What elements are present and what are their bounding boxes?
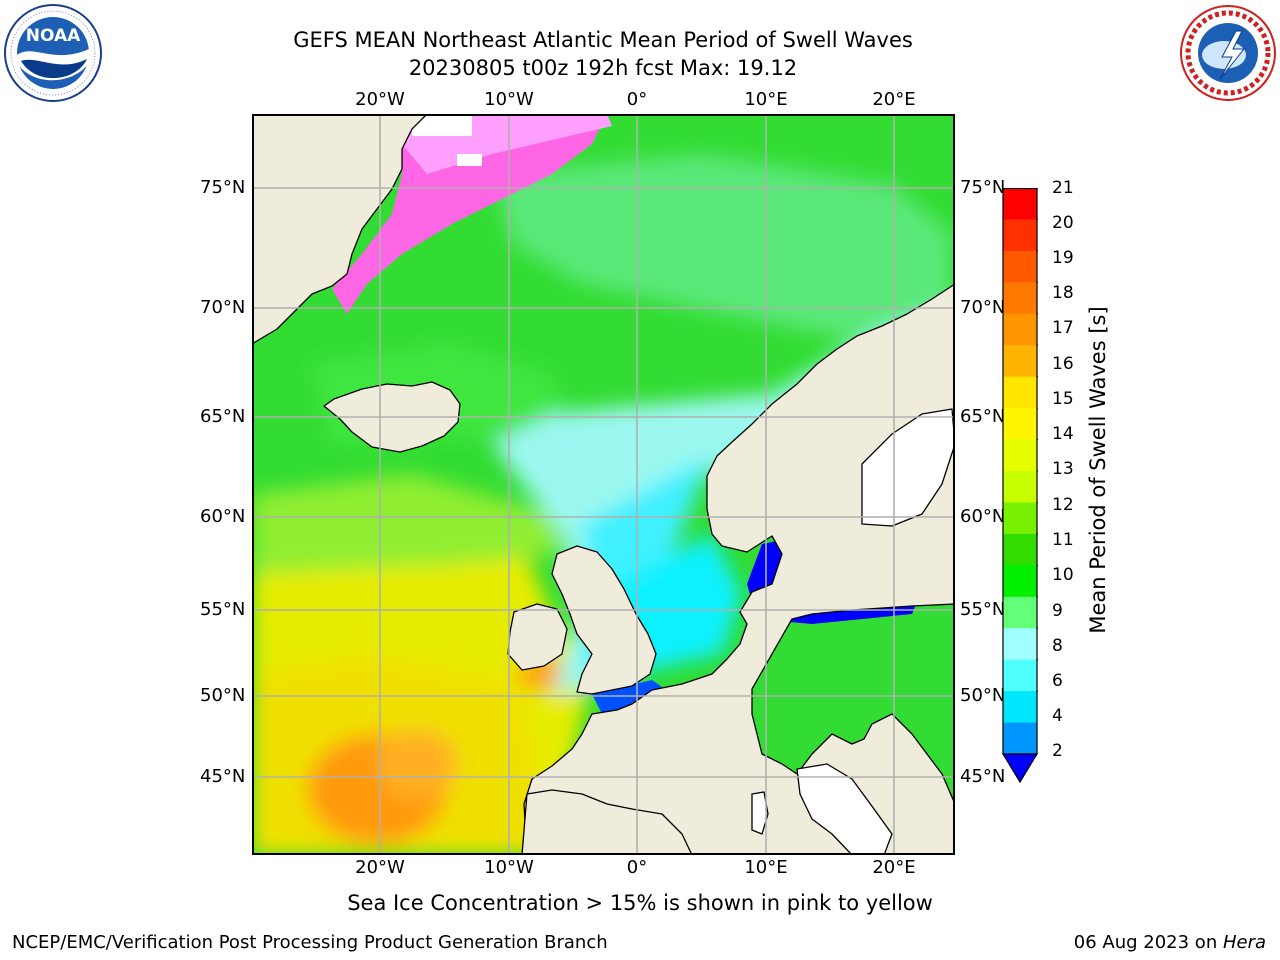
map-frame xyxy=(252,114,955,855)
colorbar-swatch xyxy=(1003,345,1037,378)
colorbar-tick: 4 xyxy=(1052,706,1063,726)
chart-subtitle: 20230805 t00z 192h fcst Max: 19.12 xyxy=(408,56,798,80)
colorbar-tick: 13 xyxy=(1052,459,1074,479)
colorbar-swatch xyxy=(1003,628,1037,661)
lat-label-right-65n: 65°N xyxy=(960,406,1006,427)
lon-label-bottom-10w: 10°W xyxy=(484,857,534,878)
colorbar-swatch xyxy=(1003,188,1037,220)
lat-label-left-65n: 65°N xyxy=(200,406,246,427)
nws-logo xyxy=(1178,3,1278,103)
colorbar-tick: 11 xyxy=(1052,530,1074,550)
colorbar-swatch xyxy=(1003,533,1037,566)
colorbar-tick: 2 xyxy=(1052,741,1063,761)
colorbar-extend-triangle xyxy=(1001,753,1039,784)
colorbar-label: Mean Period of Swell Waves [s] xyxy=(1086,306,1110,634)
lat-label-right-50n: 50°N xyxy=(960,685,1006,706)
sea-ice-note: Sea Ice Concentration > 15% is shown in … xyxy=(0,890,1280,916)
chart-title: GEFS MEAN Northeast Atlantic Mean Period… xyxy=(293,28,913,52)
lon-label-bottom-10e: 10°E xyxy=(744,857,788,878)
colorbar-tick: 6 xyxy=(1052,671,1063,691)
colorbar-swatch xyxy=(1003,722,1037,755)
lat-label-right-60n: 60°N xyxy=(960,506,1006,527)
noaa-logo: NOAA xyxy=(3,3,103,103)
colorbar-tick: 16 xyxy=(1052,354,1074,374)
colorbar-swatches xyxy=(1001,187,1039,784)
lon-label-top-0: 0° xyxy=(626,89,648,110)
sea-ice-note-text: Sea Ice Concentration > 15% is shown in … xyxy=(347,891,933,915)
lat-label-left-60n: 60°N xyxy=(200,506,246,527)
colorbar-tick: 15 xyxy=(1052,389,1074,409)
colorbar-swatch xyxy=(1003,691,1037,724)
colorbar-tick: 14 xyxy=(1052,424,1074,444)
footer-date: 06 Aug 2023 on Hera xyxy=(1074,932,1266,953)
lat-label-left-70n: 70°N xyxy=(200,297,246,318)
colorbar xyxy=(1001,187,1039,784)
colorbar-tick: 17 xyxy=(1052,318,1074,338)
lon-label-top-10w: 10°W xyxy=(484,89,534,110)
colorbar-swatch xyxy=(1003,439,1037,472)
lat-label-right-55n: 55°N xyxy=(960,599,1006,620)
colorbar-swatch xyxy=(1003,596,1037,629)
colorbar-swatch xyxy=(1003,282,1037,315)
colorbar-swatch xyxy=(1003,313,1037,346)
lat-label-left-50n: 50°N xyxy=(200,685,246,706)
footer-host: Hera xyxy=(1222,932,1266,953)
colorbar-swatch xyxy=(1003,376,1037,409)
colorbar-swatch xyxy=(1003,250,1037,283)
colorbar-tick: 21 xyxy=(1052,178,1074,198)
lat-label-right-75n: 75°N xyxy=(960,177,1006,198)
colorbar-tick: 19 xyxy=(1052,248,1074,268)
noaa-logo-text: NOAA xyxy=(26,26,81,46)
colorbar-swatch xyxy=(1003,659,1037,692)
graticule xyxy=(252,114,954,854)
colorbar-tick: 9 xyxy=(1052,601,1063,621)
lat-label-right-70n: 70°N xyxy=(960,297,1006,318)
colorbar-swatch xyxy=(1003,502,1037,535)
colorbar-tick: 12 xyxy=(1052,495,1074,515)
colorbar-swatch xyxy=(1003,408,1037,441)
lon-label-bottom-0: 0° xyxy=(626,857,648,878)
footer-date-text: 06 Aug 2023 on xyxy=(1073,932,1223,953)
colorbar-tick: 20 xyxy=(1052,213,1074,233)
lon-label-top-20e: 20°E xyxy=(872,89,916,110)
colorbar-tick: 18 xyxy=(1052,283,1074,303)
lat-label-left-45n: 45°N xyxy=(200,766,246,787)
lat-label-left-75n: 75°N xyxy=(200,177,246,198)
colorbar-tick: 10 xyxy=(1052,565,1074,585)
swell-period-map xyxy=(252,114,955,855)
colorbar-swatch xyxy=(1003,219,1037,252)
colorbar-tick: 8 xyxy=(1052,636,1063,656)
lat-label-right-45n: 45°N xyxy=(960,766,1006,787)
lat-label-left-55n: 55°N xyxy=(200,599,246,620)
colorbar-ticks: 21 20 19 18 17 16 15 14 13 12 11 10 9 8 … xyxy=(1040,179,1100,760)
lon-label-bottom-20w: 20°W xyxy=(355,857,405,878)
colorbar-swatch xyxy=(1003,471,1037,503)
lon-label-top-10e: 10°E xyxy=(744,89,788,110)
lon-label-bottom-20e: 20°E xyxy=(872,857,916,878)
footer-credit: NCEP/EMC/Verification Post Processing Pr… xyxy=(12,932,608,953)
lon-label-top-20w: 20°W xyxy=(355,89,405,110)
colorbar-swatch xyxy=(1003,565,1037,598)
